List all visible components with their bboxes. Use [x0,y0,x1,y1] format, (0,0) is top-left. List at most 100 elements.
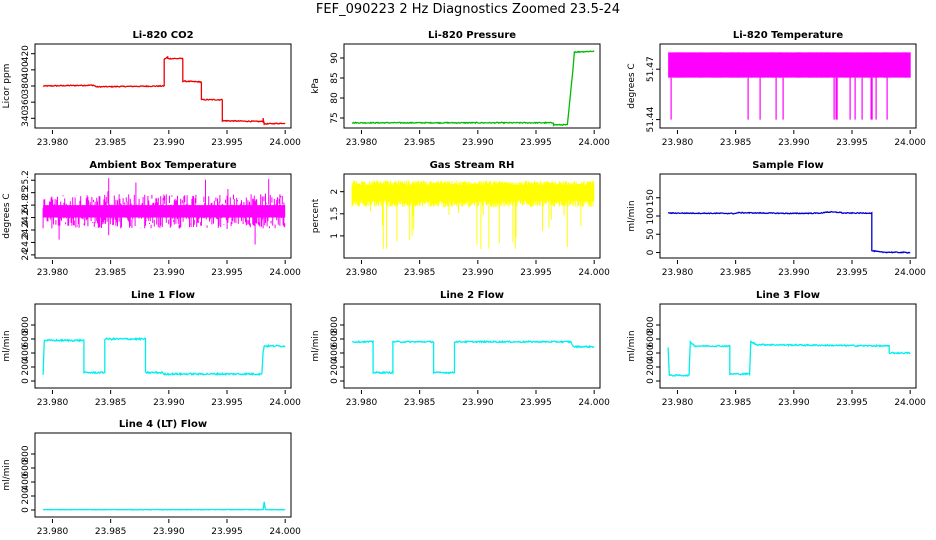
y-axis-label: degrees C [2,193,12,238]
data-series-noise [351,180,595,249]
series-group [351,50,595,127]
x-tick-label: 23.980 [662,268,694,278]
chart-panel-2: Li-820 Pressure kPa 75 80 85 90 23.980 23.985 23… [311,30,610,148]
y-tick-label: 25 [21,187,31,198]
y-tick-label: 200 [330,358,340,375]
data-series-noise [668,52,911,120]
panel-title: Line 2 Flow [440,290,504,301]
y-tick-label: 800 [21,316,31,333]
x-tick-label: 24.000 [578,268,610,278]
y-axis-label: kPa [311,78,321,94]
x-tick-label: 23.990 [153,398,185,408]
y-tick-label: 150 [646,189,656,206]
x-tick-label: 23.995 [520,398,552,408]
y-tick-label: 600 [21,330,31,347]
y-tick-label: 24 [21,249,31,261]
x-tick-label: 23.990 [462,398,494,408]
plot-frame [34,432,292,518]
x-tick-label: 24.000 [269,398,301,408]
plot-frame [34,173,292,259]
series-group [42,178,286,245]
y-tick-label: 24.8 [21,195,31,215]
y-tick-label: 25.2 [21,170,31,190]
x-tick-label: 23.990 [778,398,810,408]
panel-title: Li-820 Temperature [733,30,843,41]
y-tick-label: 51.47 [646,56,656,82]
plot-frame [343,303,601,389]
y-tick-label: 0 [330,378,340,384]
y-tick-label: 420 [21,45,31,62]
y-tick-label: 340 [21,109,31,126]
x-tick-label: 24.000 [269,268,301,278]
series-group [352,339,595,375]
y-tick-label: 24.4 [21,220,31,240]
panel-title: Gas Stream RH [430,160,515,171]
x-tick-label: 24.000 [269,138,301,148]
y-axis-label: degrees C [627,63,637,108]
x-tick-label: 23.980 [346,268,378,278]
x-tick-label: 23.995 [520,138,552,148]
y-tick-label: 400 [330,344,340,361]
y-axis-label: ml/min [2,459,12,490]
x-tick-label: 23.990 [153,138,185,148]
x-tick-label: 23.995 [836,268,868,278]
y-tick-label: 0 [646,378,656,384]
y-tick-label: 200 [21,358,31,375]
x-tick-label: 23.995 [836,398,868,408]
y-tick-label: 800 [646,316,656,333]
y-tick-label: 51.44 [646,106,656,132]
y-tick-label: 100 [646,207,656,224]
series-group [667,210,911,254]
y-tick-label: 0 [21,507,31,513]
y-tick-label: 380 [21,77,31,94]
series-group [42,55,286,126]
y-tick-label: 600 [330,330,340,347]
series-group [351,180,595,249]
data-series-line [351,50,595,127]
x-tick-label: 23.990 [778,268,810,278]
y-tick-label: 400 [21,344,31,361]
x-tick-label: 23.990 [462,138,494,148]
panel-title: Li-820 CO2 [132,30,193,41]
data-series-line [667,210,911,254]
x-tick-label: 23.985 [95,527,127,537]
y-tick-label: 400 [21,473,31,490]
y-tick-label: 600 [646,330,656,347]
y-tick-label: 1.5 [330,207,340,221]
data-series-line [352,339,595,375]
series-group [42,336,286,377]
series-group [668,52,911,120]
x-tick-label: 23.985 [95,398,127,408]
x-tick-label: 24.000 [894,138,926,148]
y-tick-label: 360 [21,93,31,110]
x-tick-label: 23.995 [211,398,243,408]
y-axis-label: ml/min [627,330,637,361]
x-tick-label: 24.000 [578,398,610,408]
plot-frame [659,303,917,389]
chart-panel-3: Li-820 Temperature degrees C 51.44 51.47 23.… [627,30,926,148]
y-tick-label: 800 [21,445,31,462]
x-tick-label: 23.985 [95,138,127,148]
plot-frame [343,43,601,129]
panel-title: Line 1 Flow [131,290,195,301]
y-tick-label: 0 [646,249,656,255]
data-series-line [43,501,286,511]
y-axis-label: percent [311,198,321,233]
y-tick-label: 200 [646,358,656,375]
x-tick-label: 23.985 [720,138,752,148]
x-tick-label: 23.985 [404,398,436,408]
x-tick-label: 23.980 [346,138,378,148]
y-tick-label: 75 [330,112,340,123]
x-tick-label: 24.000 [578,138,610,148]
x-tick-label: 23.980 [37,398,69,408]
y-tick-label: 600 [21,459,31,476]
panel-title: Line 3 Flow [756,290,820,301]
data-series-line [42,55,286,126]
plot-frame [659,43,917,129]
x-tick-label: 23.980 [662,398,694,408]
x-tick-label: 23.995 [211,527,243,537]
